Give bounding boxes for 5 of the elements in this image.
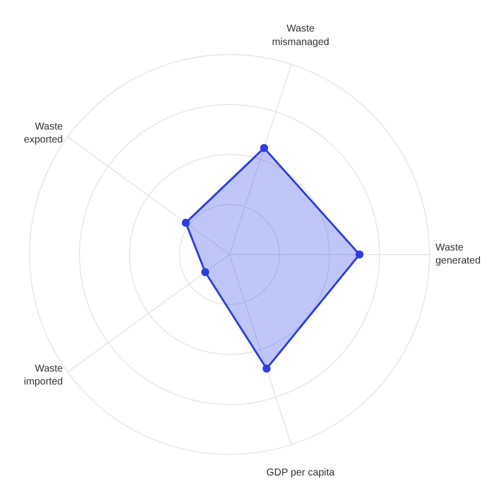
spoke-label: Waste exported bbox=[24, 121, 64, 146]
spoke-label: Waste generated bbox=[436, 242, 481, 267]
spoke-label: GDP per capita bbox=[266, 468, 336, 479]
spoke-label: Waste mismanaged bbox=[272, 24, 330, 48]
spoke-label: Waste imported bbox=[24, 363, 64, 388]
